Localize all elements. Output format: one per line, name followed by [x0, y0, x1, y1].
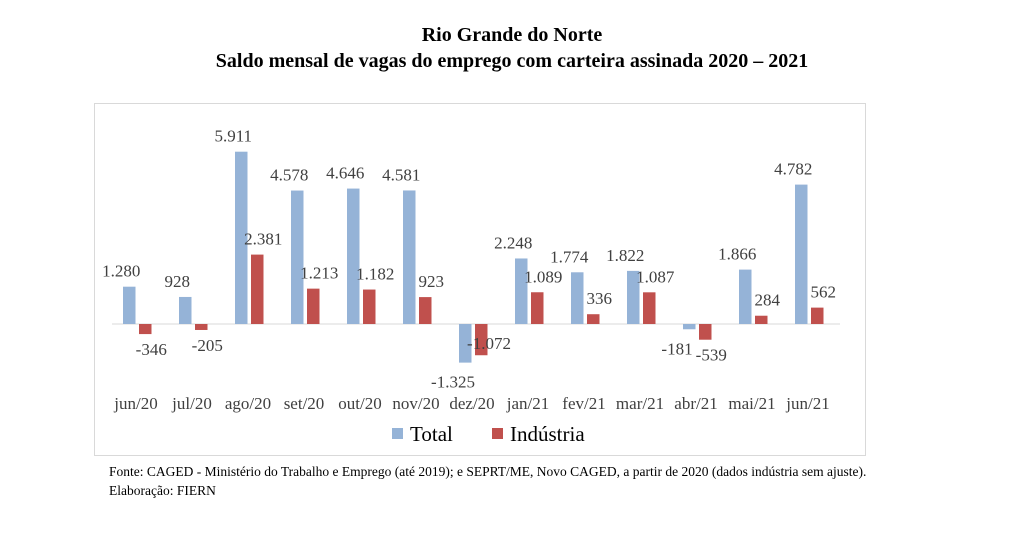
bar-total-0 — [123, 286, 136, 324]
label-total-7: 2.248 — [494, 233, 532, 252]
bar-industria-12 — [811, 307, 824, 324]
chart-area: 1.280 -346 jun/20 928 -205 jul/20 5.911 2.381 ag… — [94, 103, 866, 456]
label-total-6: -1.325 — [431, 373, 475, 392]
label-total-4: 4.646 — [326, 164, 364, 183]
bar-total-7 — [515, 258, 528, 324]
bar-industria-10 — [699, 324, 712, 340]
source-note: Fonte: CAGED - Ministério do Trabalho e … — [109, 464, 867, 498]
bar-total-4 — [347, 188, 360, 324]
bar-chart: 1.280 -346 jun/20 928 -205 jul/20 5.911 2.381 ag… — [102, 127, 840, 446]
x-tick-label-7: jan/21 — [506, 394, 550, 413]
x-tick-label-8: fev/21 — [562, 394, 605, 413]
label-total-10: -181 — [661, 339, 692, 358]
x-tick-label-4: out/20 — [338, 394, 381, 413]
x-tick-label-6: dez/20 — [449, 394, 494, 413]
label-industria-4: 1.182 — [356, 265, 394, 284]
bar-total-3 — [291, 190, 304, 324]
bar-total-2 — [235, 151, 248, 324]
label-total-8: 1.774 — [550, 247, 589, 266]
label-total-2: 5.911 — [214, 127, 252, 146]
x-tick-label-5: nov/20 — [392, 394, 439, 413]
label-industria-7: 1.089 — [524, 267, 562, 286]
x-tick-label-11: mai/21 — [728, 394, 775, 413]
label-industria-12: 562 — [811, 283, 837, 302]
bar-industria-0 — [139, 324, 152, 335]
label-industria-11: 284 — [755, 291, 781, 310]
bar-industria-1 — [195, 324, 208, 330]
x-tick-label-0: jun/20 — [113, 394, 157, 413]
bar-total-6 — [459, 324, 472, 363]
x-tick-label-3: set/20 — [284, 394, 325, 413]
label-industria-5: 923 — [419, 272, 445, 291]
x-tick-label-10: abr/21 — [674, 394, 717, 413]
label-industria-1: -205 — [192, 336, 223, 355]
bar-total-10 — [683, 324, 696, 330]
label-industria-8: 336 — [587, 289, 613, 308]
label-total-12: 4.782 — [774, 160, 812, 179]
bar-industria-8 — [587, 314, 600, 324]
x-tick-label-2: ago/20 — [225, 394, 271, 413]
bar-total-8 — [571, 272, 584, 324]
legend-label-0: Total — [410, 422, 453, 446]
label-total-0: 1.280 — [102, 262, 140, 281]
bar-industria-2 — [251, 254, 264, 324]
legend-label-1: Indústria — [510, 422, 585, 446]
legend-swatch-0 — [392, 428, 403, 439]
label-total-3: 4.578 — [270, 166, 308, 185]
label-industria-10: -539 — [696, 346, 727, 365]
bar-industria-11 — [755, 315, 768, 324]
label-industria-0: -346 — [136, 340, 167, 359]
bar-total-11 — [739, 269, 752, 324]
bar-industria-6 — [475, 324, 488, 356]
x-tick-label-12: jun/21 — [785, 394, 829, 413]
bar-industria-4 — [363, 289, 376, 324]
label-industria-3: 1.213 — [300, 264, 338, 283]
label-total-9: 1.822 — [606, 246, 644, 265]
bar-industria-3 — [307, 288, 320, 324]
legend-swatch-1 — [492, 428, 503, 439]
bar-industria-9 — [643, 292, 656, 324]
label-industria-9: 1.087 — [636, 267, 675, 286]
bar-total-5 — [403, 190, 416, 324]
x-tick-label-9: mar/21 — [616, 394, 664, 413]
x-tick-label-1: jul/20 — [171, 394, 212, 413]
label-industria-2: 2.381 — [244, 230, 282, 249]
label-total-11: 1.866 — [718, 245, 756, 264]
bar-total-9 — [627, 270, 640, 324]
bar-total-12 — [795, 184, 808, 324]
bar-industria-7 — [531, 292, 544, 324]
bar-total-1 — [179, 296, 192, 324]
bar-industria-5 — [419, 297, 432, 324]
label-total-1: 928 — [165, 272, 191, 291]
chart-title: Saldo mensal de vagas do emprego com car… — [215, 50, 809, 72]
label-total-5: 4.581 — [382, 165, 420, 184]
label-industria-6: -1.072 — [467, 334, 511, 353]
chart-title-region: Rio Grande do Norte — [421, 24, 603, 46]
